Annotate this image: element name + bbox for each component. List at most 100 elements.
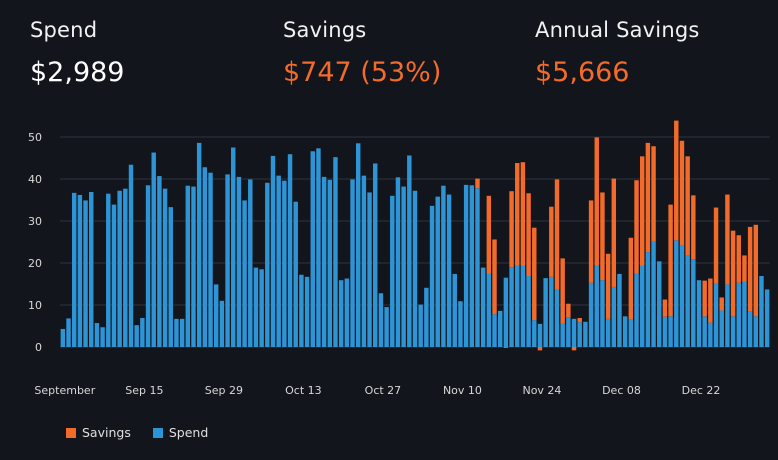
x-tick-label: Dec 22: [682, 384, 721, 397]
spend-bar: [713, 283, 719, 347]
spend-bar: [594, 265, 599, 347]
spend-bar: [657, 261, 662, 347]
spend-bar: [83, 200, 88, 347]
spend-bar: [605, 318, 611, 347]
kpi-spend-label: Spend: [30, 18, 98, 42]
spend-bar: [293, 201, 298, 347]
y-tick-label: 20: [28, 257, 42, 270]
legend-item-savings[interactable]: Savings: [66, 425, 131, 440]
x-tick-label: Sep 15: [125, 384, 163, 397]
spend-bar: [287, 154, 293, 347]
spend-bar: [486, 273, 492, 347]
savings-bar: [725, 194, 730, 285]
spend-bar: [662, 316, 668, 347]
savings-bar: [554, 179, 560, 290]
legend-item-spend[interactable]: Spend: [152, 425, 209, 440]
legend-label-savings: Savings: [82, 425, 131, 440]
spend-bar: [100, 327, 105, 347]
savings-bar: [691, 195, 696, 260]
spend-bar: [543, 278, 548, 347]
savings-bar: [662, 299, 668, 317]
kpi-annual-savings-label: Annual Savings: [535, 18, 700, 42]
spend-bar: [634, 273, 639, 347]
spend-bar: [338, 280, 344, 347]
spend-bar: [253, 267, 259, 347]
spend-bar: [265, 182, 270, 347]
legend-label-spend: Spend: [168, 425, 209, 440]
savings-bar: [730, 230, 736, 317]
y-tick-label: 0: [35, 341, 42, 354]
savings-bar: [679, 140, 685, 246]
spend-bar: [526, 276, 531, 347]
spend-bar: [106, 193, 111, 347]
spend-bar: [162, 188, 168, 347]
spend-bar: [179, 318, 185, 347]
savings-bar: [753, 224, 759, 317]
savings-bar: [526, 193, 531, 277]
spend-bar: [759, 276, 764, 347]
spend-bar: [435, 196, 440, 347]
spend-bar: [185, 185, 191, 347]
spend-bar: [355, 143, 361, 347]
spend-bar: [736, 282, 741, 347]
spend-bar: [66, 318, 71, 347]
spend-bar: [503, 277, 509, 347]
spend-bar: [140, 318, 145, 347]
spend-bar: [390, 195, 395, 347]
savings-bar: [503, 347, 509, 348]
spend-bar: [384, 307, 389, 347]
spend-bar: [668, 316, 673, 347]
spend-bar: [401, 186, 406, 347]
kpi-savings-value: $747 (53%): [283, 57, 442, 88]
spend-bar: [310, 151, 315, 347]
spend-bar: [480, 267, 486, 347]
spend-bar: [231, 147, 236, 347]
savings-bar: [685, 156, 690, 256]
spend-bar: [475, 188, 480, 347]
savings-bar: [515, 163, 520, 266]
spend-bar: [151, 152, 156, 347]
spend-bar: [645, 252, 651, 347]
spend-bar: [373, 163, 378, 347]
x-tick-label: Oct 13: [285, 384, 322, 397]
spend-bar: [469, 185, 475, 347]
spend-bar: [395, 177, 401, 347]
savings-bar: [577, 318, 582, 323]
legend-swatch-savings: [66, 427, 76, 438]
spend-bar: [134, 325, 139, 347]
spend-bar: [509, 267, 514, 347]
spend-bar: [378, 293, 384, 347]
spend-bar: [276, 175, 281, 347]
spend-bar: [622, 316, 628, 347]
spend-bar: [94, 323, 100, 347]
spend-bar: [202, 167, 208, 347]
spend-bar: [463, 184, 469, 347]
savings-bar: [549, 206, 554, 277]
spend-bar: [674, 240, 679, 347]
y-tick-label: 30: [28, 215, 42, 228]
spend-bar: [174, 318, 179, 347]
spend-bar: [111, 204, 117, 347]
legend-swatch-spend: [152, 427, 163, 438]
spend-bar: [730, 316, 736, 347]
spend-bar: [219, 300, 225, 347]
kpi-savings: Savings $747 (53%): [283, 18, 441, 88]
spend-bar: [747, 311, 753, 347]
kpi-spend: Spend $2,989: [30, 18, 124, 88]
spend-bar: [577, 322, 582, 347]
spend-bar: [628, 319, 634, 347]
spend-bar: [145, 185, 151, 347]
x-tick-label: Nov 10: [443, 384, 482, 397]
spend-bar: [583, 321, 588, 347]
savings-bar: [571, 347, 577, 351]
spend-bar: [691, 259, 696, 347]
x-tick-label: Nov 24: [522, 384, 561, 397]
spend-bar: [560, 323, 565, 347]
kpi-savings-label: Savings: [283, 18, 367, 42]
spend-bar: [753, 316, 759, 347]
savings-bar: [566, 303, 571, 318]
spend-bar: [412, 190, 418, 347]
savings-bar: [708, 278, 713, 323]
spend-bar: [617, 273, 622, 347]
spend-bar: [532, 320, 537, 347]
